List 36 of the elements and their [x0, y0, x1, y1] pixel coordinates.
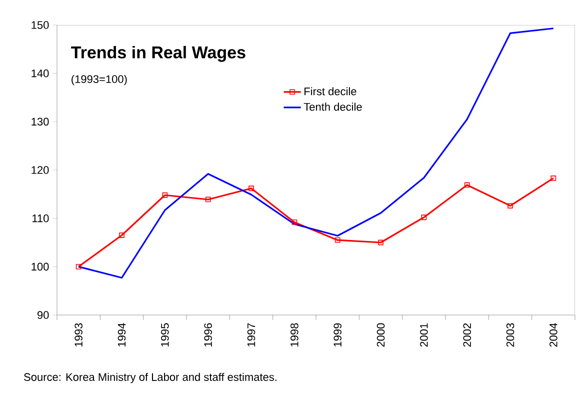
x-tick-label: 1993 — [74, 323, 82, 346]
text: (1993=100) — [72, 74, 127, 86]
x-tick-label: 2004 — [550, 323, 558, 347]
point — [162, 192, 168, 198]
y-tick-label: 130 — [32, 118, 49, 126]
x-tick-label: 1998 — [290, 323, 298, 346]
point — [550, 176, 556, 181]
y-tick-label: 140 — [32, 69, 49, 78]
x-tick-label: 2003 — [506, 323, 514, 347]
x-tick-label: 1996 — [204, 323, 212, 346]
x-tick-label: 1999 — [334, 323, 342, 346]
y-tick-label: 100 — [32, 262, 49, 271]
point — [334, 237, 340, 243]
text: Trends in Real Wages — [71, 46, 246, 62]
point — [76, 264, 82, 270]
x-tick-label: 2000 — [376, 323, 385, 347]
x-tick-label: 2001 — [420, 323, 428, 347]
point — [508, 203, 513, 208]
point — [464, 182, 470, 188]
y-tick-label: 150 — [32, 21, 49, 29]
point — [292, 220, 298, 225]
source-note: Source: Korea Ministry of Labor and staff estimates. — [24, 372, 276, 384]
point — [248, 186, 254, 192]
y-tick-label: 120 — [32, 166, 49, 174]
point — [205, 196, 211, 202]
legend-label: First decile — [304, 87, 356, 96]
x-tick-label: 1994 — [118, 323, 126, 346]
y-tick-label: 90 — [37, 311, 49, 319]
point — [378, 240, 384, 246]
x-tick-label: 1997 — [247, 323, 256, 346]
legend-label: Tenth decile — [304, 102, 362, 111]
x-tick-label: 1995 — [161, 323, 169, 346]
point — [421, 214, 427, 220]
y-tick-label: 110 — [32, 214, 49, 222]
x-tick-label: 2002 — [463, 323, 471, 347]
point — [119, 232, 124, 238]
